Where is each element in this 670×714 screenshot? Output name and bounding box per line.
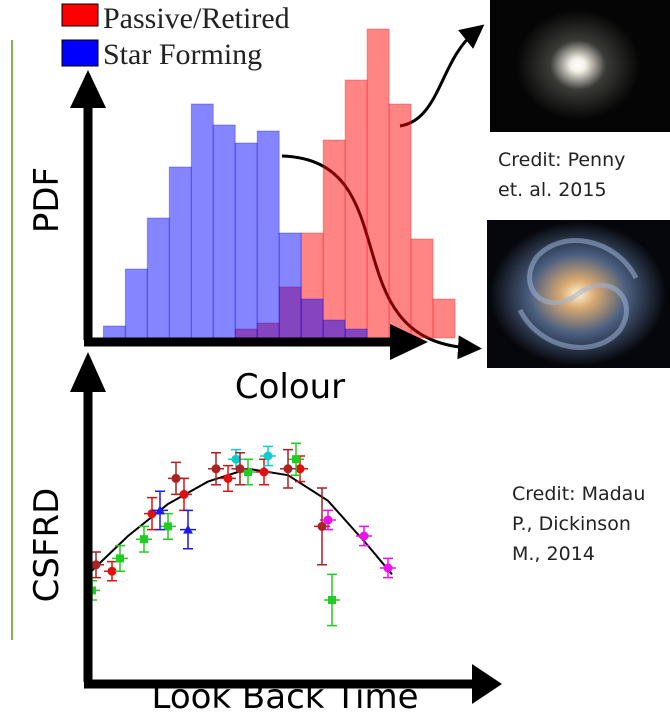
- credit-text: P., Dickinson: [512, 513, 631, 535]
- histogram-bar: [300, 298, 324, 339]
- credits: Credit: Penny et. al. 2015 Credit: Madau P.…: [498, 149, 645, 565]
- point: [183, 524, 193, 534]
- point: [328, 596, 336, 604]
- point: [235, 464, 245, 474]
- scatter-plot: [84, 442, 396, 627]
- point: [323, 515, 333, 525]
- legend-label: Passive/Retired: [103, 2, 290, 35]
- point: [147, 509, 157, 519]
- point: [116, 554, 124, 563]
- point: [244, 468, 252, 476]
- histogram-bar: [410, 238, 434, 339]
- histogram-bar: [146, 217, 170, 339]
- histogram-bar: [344, 79, 368, 339]
- histogram-bar: [212, 124, 236, 339]
- histogram-bar: [124, 268, 148, 339]
- point: [211, 464, 221, 474]
- point: [283, 464, 293, 474]
- point: [359, 531, 369, 541]
- x-axis-label: Colour: [235, 367, 345, 407]
- credit-text: M., 2014: [512, 543, 595, 565]
- axis-arrowheads: [70, 70, 502, 704]
- point: [383, 563, 393, 573]
- spiral-arms: [517, 238, 639, 350]
- credit-text: et. al. 2015: [498, 179, 607, 201]
- histogram-bar: [256, 130, 280, 339]
- point: [317, 521, 327, 531]
- arrow: [281, 154, 482, 360]
- histogram-bar: [366, 28, 390, 339]
- histogram-bar: [432, 298, 456, 339]
- point: [171, 473, 181, 483]
- y-axis-label: PDF: [27, 167, 67, 233]
- histogram-bar: [190, 103, 214, 339]
- histogram-bar: [234, 142, 258, 339]
- point: [91, 560, 101, 570]
- credit-text: Credit: Madau: [512, 483, 645, 505]
- point: [292, 455, 300, 464]
- point: [164, 522, 172, 531]
- legend-swatch: [61, 3, 99, 27]
- legend-label: Star Forming: [103, 38, 262, 71]
- histogram: [102, 28, 456, 339]
- point: [140, 535, 148, 544]
- histogram-bar: [322, 139, 346, 339]
- point: [259, 467, 269, 477]
- histogram-bar: [278, 232, 302, 339]
- point: [263, 451, 273, 461]
- galaxy-glow: [516, 10, 640, 120]
- point: [155, 505, 165, 515]
- credit-text: Credit: Penny: [498, 149, 625, 171]
- y-axis-label: CSFRD: [27, 488, 67, 603]
- point: [107, 566, 117, 576]
- histogram-bar: [344, 328, 368, 339]
- histogram-bar: [388, 103, 412, 339]
- legend-swatch: [61, 39, 99, 67]
- histogram-bar: [102, 325, 126, 339]
- point: [231, 454, 241, 464]
- point: [179, 489, 189, 499]
- point: [223, 473, 233, 483]
- point: [295, 464, 305, 474]
- arrow: [399, 24, 485, 128]
- axes: [83, 105, 478, 689]
- histogram-bar: [168, 166, 192, 339]
- histogram-bar: [322, 319, 346, 339]
- x-axis-label: Look Back Time: [151, 677, 418, 714]
